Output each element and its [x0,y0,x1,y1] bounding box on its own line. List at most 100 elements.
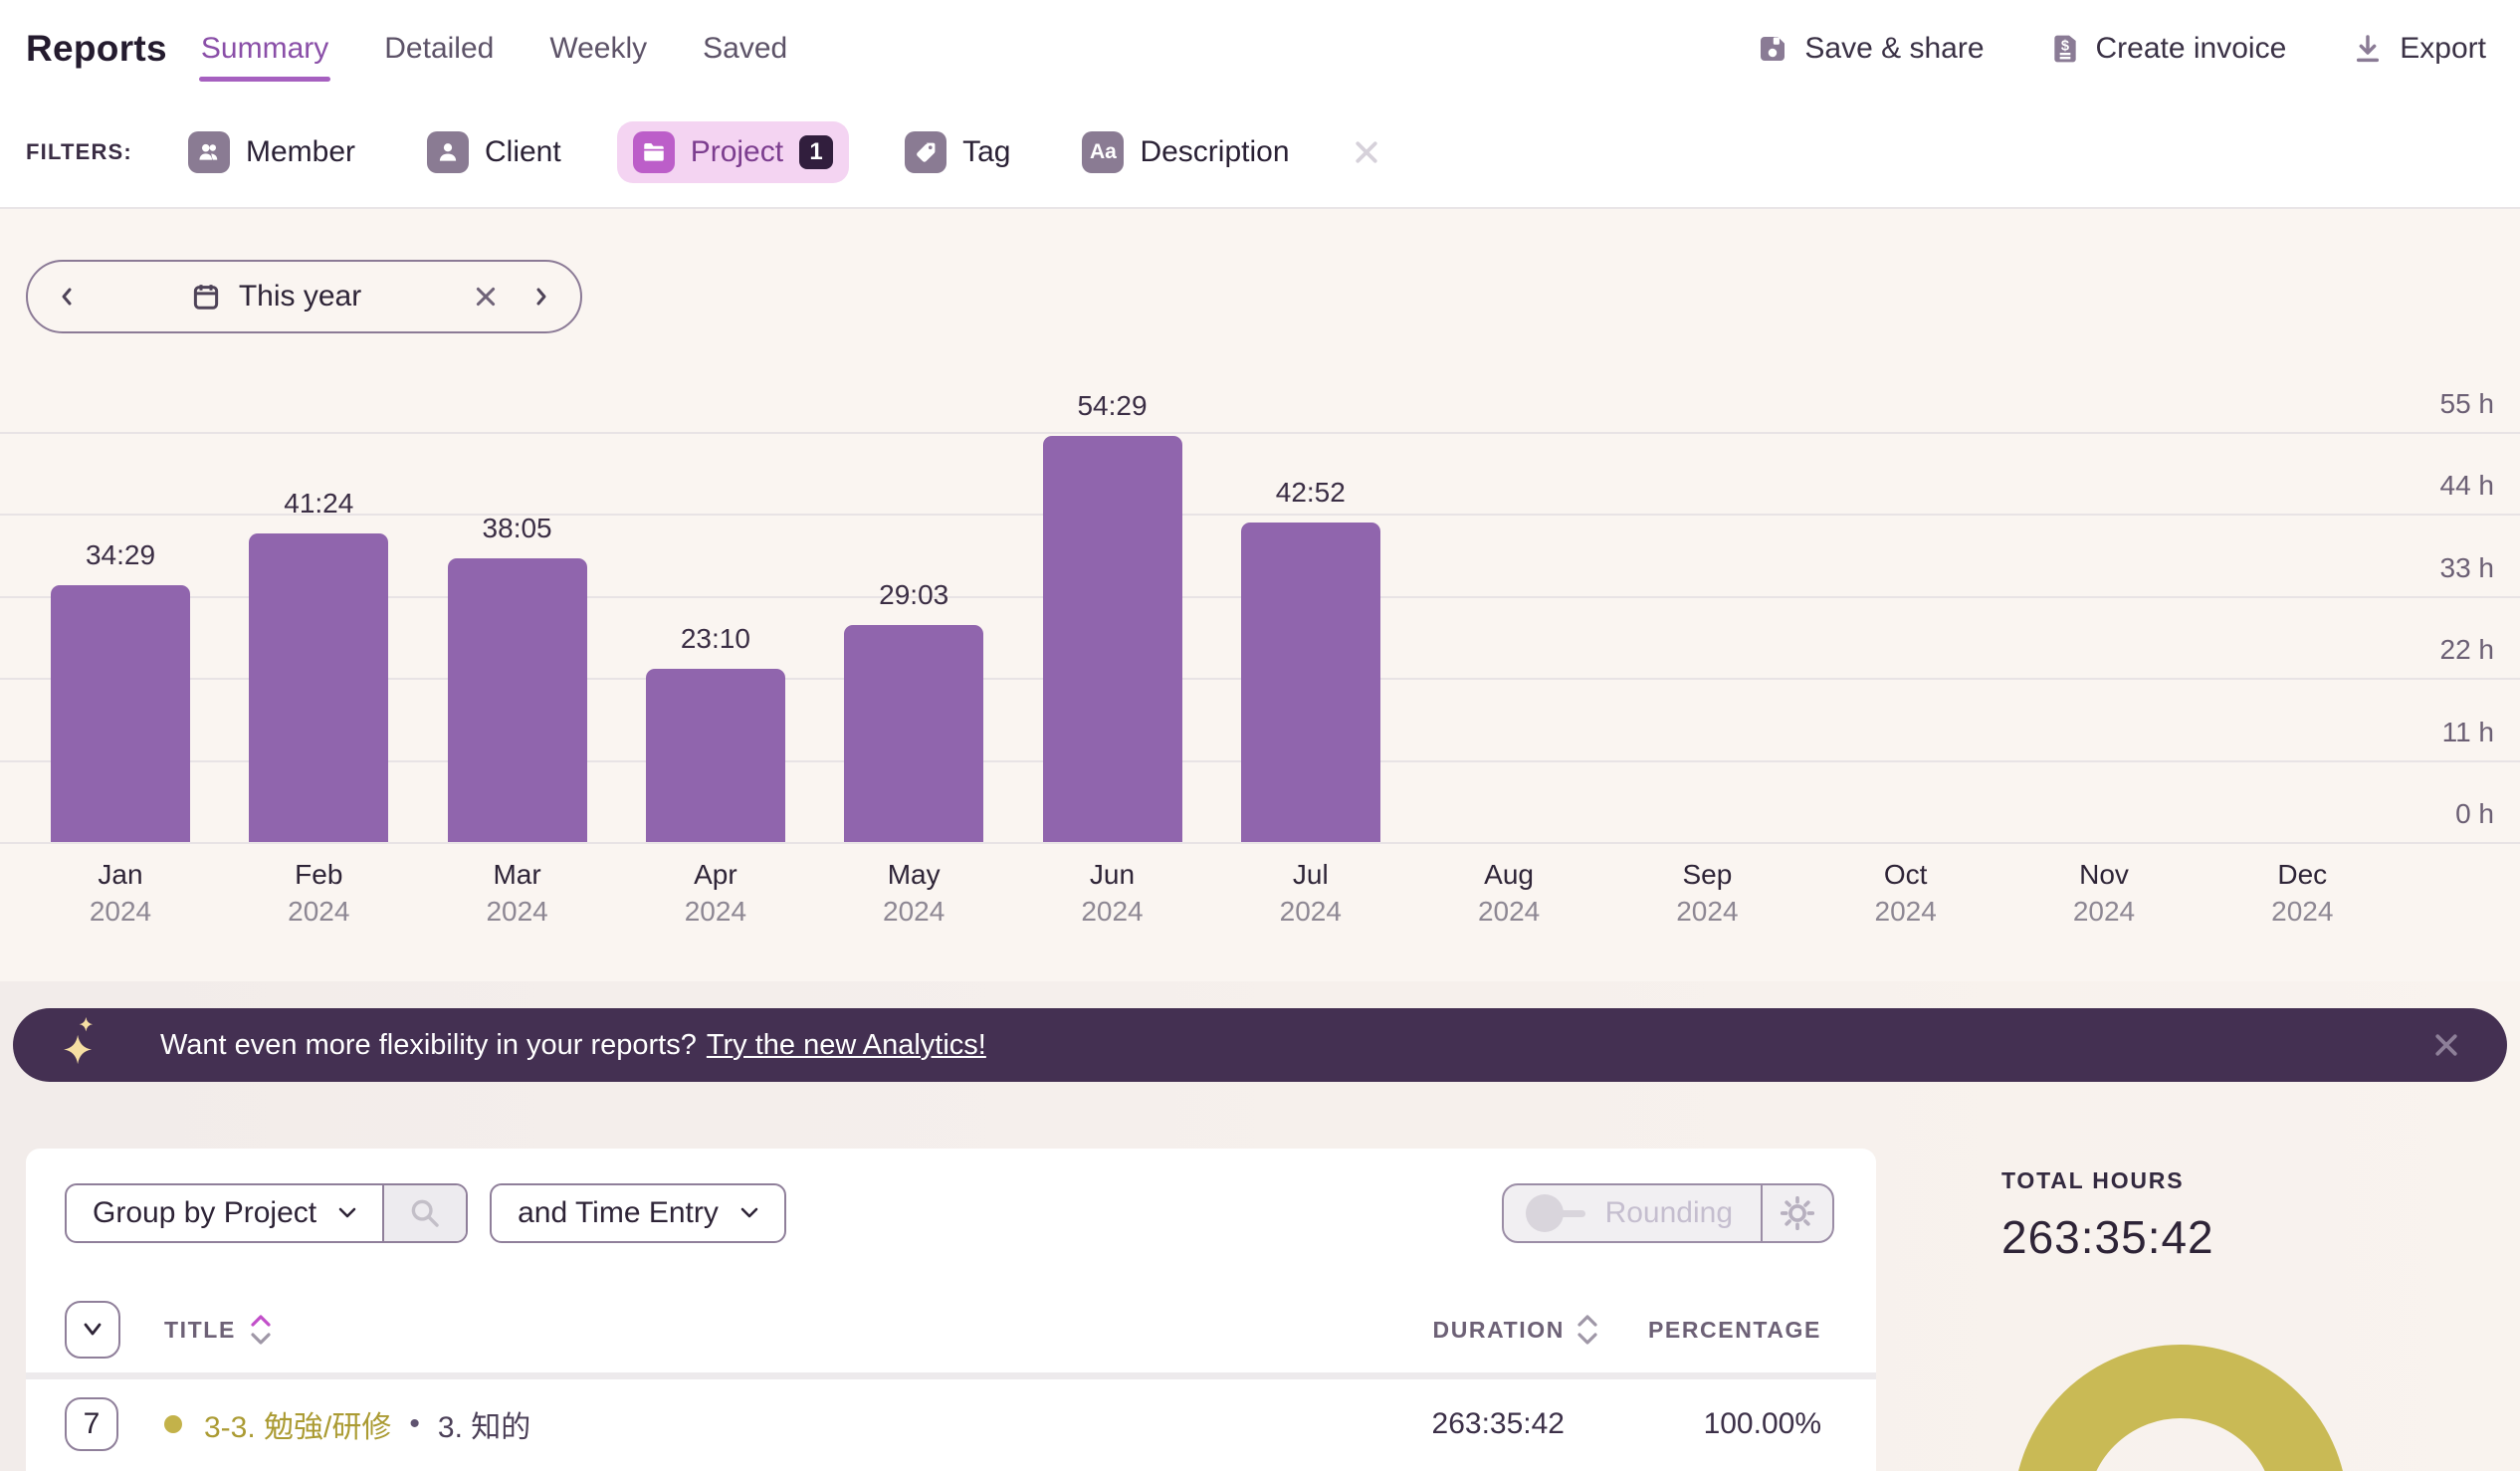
group-by-select[interactable]: Group by Project [67,1185,382,1241]
chart-bar[interactable] [249,532,389,842]
invoice-icon: $ [2050,33,2080,65]
chart-bar[interactable] [51,584,190,842]
chart-bar[interactable] [1240,522,1380,842]
prev-period-icon[interactable] [56,285,80,309]
x-axis-label: Dec 2024 [2271,859,2334,927]
chevron-down-icon [740,1207,758,1218]
chart-bar[interactable] [645,669,785,842]
x-axis-label: Aug 2024 [1477,859,1541,927]
y-axis-tick-label: 0 h [2455,798,2494,829]
gear-icon [1781,1196,1814,1230]
toggle-knob [1525,1194,1564,1232]
x-axis-label: Jun 2024 [1081,859,1144,927]
project-name: 3-3. 勉強/研修 [204,1411,392,1444]
date-range-picker[interactable]: This year [26,260,582,333]
filters-label: FILTERS: [26,138,132,164]
divider [1761,1185,1763,1241]
tab-summary[interactable]: Summary [198,22,331,82]
entry-count-badge[interactable]: 7 [65,1397,118,1451]
report-tabs: Summary Detailed Weekly Saved [198,22,789,82]
export-button[interactable]: Export [2352,32,2486,66]
filter-chip-tag[interactable]: Tag [889,121,1026,183]
filter-chip-project-label: Project [690,134,784,168]
filter-chip-member-label: Member [245,134,355,168]
chart-bar[interactable] [1042,435,1182,842]
banner-message: Want even more flexibility in your repor… [160,1028,697,1061]
next-period-icon[interactable] [528,285,552,309]
filter-chip-tag-label: Tag [962,134,1011,168]
gridline [0,432,2520,434]
column-percentage[interactable]: PERCENTAGE [1647,1316,1821,1343]
table-row[interactable]: 7 3-3. 勉強/研修 • 3. 知的 263:35:42 100.00% [26,1379,1876,1469]
filter-chip-client[interactable]: Client [411,121,577,183]
x-axis-label: Jan 2024 [89,859,152,927]
analytics-link[interactable]: Try the new Analytics! [706,1028,986,1061]
sort-icon-title[interactable] [250,1313,272,1347]
row-percentage: 100.00% [1703,1407,1821,1440]
group-by-value: Group by Project [93,1196,317,1229]
x-axis-label: Jul 2024 [1279,859,1342,927]
save-share-button[interactable]: Save & share [1757,31,1985,66]
description-icon: Aa [1082,130,1125,173]
summary-card: Group by Project and Time Entry [26,1149,1876,1471]
x-axis-label: Oct 2024 [1874,859,1937,927]
sort-icon-duration[interactable] [1565,1313,1610,1347]
duration-column-label: DURATION [1432,1316,1565,1343]
search-icon [411,1199,439,1227]
chart-bar[interactable] [447,557,587,842]
clear-filters-icon[interactable] [1352,137,1381,167]
rounding-toggle[interactable] [1525,1194,1585,1232]
save-icon [1757,33,1788,65]
banner-close-icon[interactable] [2431,1030,2461,1060]
lower-section: Want even more flexibility in your repor… [0,981,2520,1471]
row-duration: 263:35:42 [1431,1407,1565,1440]
column-duration[interactable]: DURATION [1306,1317,1565,1344]
y-axis-tick-label: 22 h [2439,634,2495,666]
client-name: 3. 知的 [437,1411,531,1444]
create-invoice-label: Create invoice [2095,31,2287,65]
tab-saved[interactable]: Saved [703,31,788,65]
chart-bar[interactable] [844,625,984,842]
tab-weekly[interactable]: Weekly [549,31,648,65]
group-controls: Group by Project and Time Entry [26,1149,1876,1243]
filter-chip-member[interactable]: Member [172,121,371,183]
bar-value-label: 54:29 [1077,389,1148,421]
bar-value-label: 34:29 [85,538,156,570]
project-icon [632,130,675,173]
bar-value-label: 42:52 [1275,476,1346,508]
filter-chip-description[interactable]: Aa Description [1066,121,1305,183]
search-button[interactable] [382,1185,467,1241]
clear-date-range-icon[interactable] [473,284,499,310]
filter-chip-project[interactable]: Project 1 [616,120,850,183]
expand-all-button[interactable] [65,1301,120,1359]
bar-value-label: 38:05 [482,512,552,543]
x-axis-label: Feb 2024 [288,859,350,927]
x-axis-label: Nov 2024 [2072,859,2136,927]
banner-text: Want even more flexibility in your repor… [160,1029,986,1062]
rounding-settings-button[interactable] [1763,1196,1832,1230]
date-range-value[interactable]: This year [191,280,361,314]
client-icon [427,130,469,173]
totals-panel: TOTAL HOURS 263:35:42 [1876,1149,2214,1264]
total-hours-value: 263:35:42 [2001,1211,2214,1263]
tag-icon [905,130,947,173]
bar-value-label: 29:03 [879,579,949,611]
calendar-icon [191,282,221,312]
gridline [0,514,2520,517]
group-by-combo: Group by Project [65,1183,469,1243]
bar-value-label: 23:10 [680,623,750,655]
create-invoice-button[interactable]: $ Create invoice [2050,31,2287,66]
column-title[interactable]: TITLE [164,1313,272,1347]
x-axis-label: Mar 2024 [486,859,548,927]
table-header: TITLE DURATION PERCENTAGE [26,1295,1876,1365]
sparkles-icon [61,1017,112,1073]
tab-detailed[interactable]: Detailed [384,31,495,65]
analytics-banner: Want even more flexibility in your repor… [13,1008,2507,1082]
subgroup-select[interactable]: and Time Entry [490,1183,786,1243]
y-axis-tick-label: 11 h [2441,716,2494,747]
export-icon [2352,33,2384,65]
save-share-label: Save & share [1804,31,1985,65]
filter-chips: Member Client Project 1 Tag Aa Descripti… [172,120,1306,183]
x-axis-label: May 2024 [883,859,945,927]
project-color-dot [164,1415,182,1433]
